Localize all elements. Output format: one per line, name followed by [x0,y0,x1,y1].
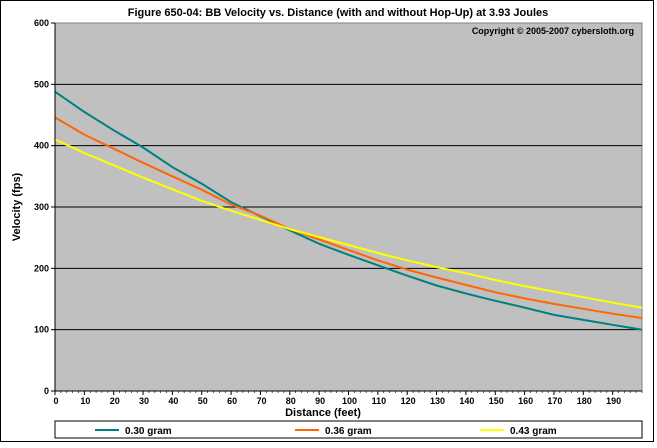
x-tick-label: 50 [198,396,208,406]
x-tick-label: 30 [139,396,149,406]
series-line-1 [54,90,643,331]
x-tick-label: 150 [489,396,504,406]
x-axis-label: Distance (feet) [285,407,361,419]
x-tick-label: 0 [53,396,58,406]
x-tick-label: 10 [80,396,90,406]
x-tick-label: 70 [256,396,266,406]
copyright-annotation: Copyright © 2005-2007 cybersloth.org [472,26,634,36]
x-tick-label: 20 [110,396,120,406]
y-axis-label: Velocity (fps) [11,172,23,241]
x-tick-label: 60 [227,396,237,406]
x-tick-label: 40 [168,396,178,406]
series-line-2 [54,116,643,319]
x-tick-label: 100 [342,396,357,406]
y-tick-label: 600 [34,18,49,28]
x-tick-label: 110 [372,396,387,406]
legend-label: 0.30 gram [125,426,172,437]
y-tick-label: 100 [34,325,49,335]
legend-label: 0.43 gram [510,426,557,437]
x-tick-label: 140 [459,396,474,406]
x-tick-label: 160 [518,396,533,406]
chart-title: Figure 650-04: BB Velocity vs. Distance … [128,7,549,19]
y-axis-tick-labels: 0 100 200 300 400 500 600 [34,18,55,396]
x-tick-label: 170 [547,396,562,406]
x-tick-label: 130 [430,396,445,406]
legend-box [54,420,643,439]
x-tick-label: 180 [577,396,592,406]
x-tick-label: 80 [286,396,296,406]
y-tick-label: 0 [44,386,49,396]
x-tick-label: 120 [401,396,416,406]
legend: 0.30 gram 0.36 gram 0.43 gram [54,420,643,439]
grid-lines [55,83,642,331]
y-tick-label: 400 [34,141,49,151]
y-tick-label: 300 [34,202,49,212]
x-tick-label: 90 [315,396,325,406]
series-line-3 [54,138,643,309]
x-tick-label: 190 [606,396,621,406]
y-tick-label: 200 [34,263,49,273]
y-tick-label: 500 [34,79,49,89]
series-lines [54,90,643,331]
legend-label: 0.36 gram [325,426,372,437]
